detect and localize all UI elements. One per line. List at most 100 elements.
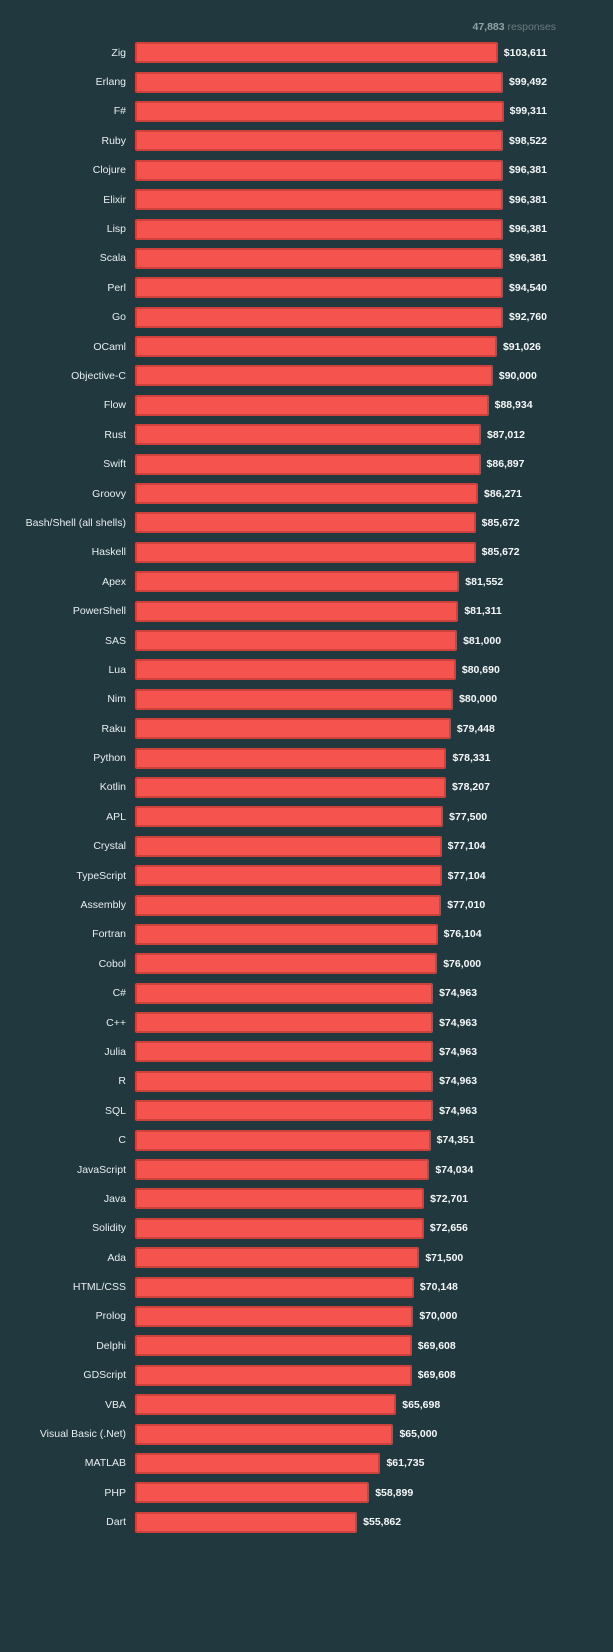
bar[interactable] — [135, 659, 456, 681]
bar-row: Python $78,331 — [0, 743, 613, 772]
bar[interactable] — [135, 1100, 434, 1122]
bar[interactable] — [135, 982, 434, 1004]
bar[interactable] — [135, 1305, 414, 1327]
bar[interactable] — [135, 865, 442, 887]
category-label: Kotlin — [99, 781, 126, 794]
bar[interactable] — [135, 806, 444, 828]
bar[interactable] — [135, 718, 451, 740]
bar-row: VBA $65,698 — [0, 1390, 613, 1419]
bar[interactable] — [135, 1423, 394, 1445]
value-label: $69,608 — [417, 1339, 456, 1352]
bar[interactable] — [135, 630, 458, 651]
bar[interactable] — [135, 100, 504, 122]
category-label: Julia — [104, 1045, 126, 1058]
bar[interactable] — [135, 894, 442, 916]
bar[interactable] — [135, 218, 504, 240]
bar-track: $92,760 — [135, 306, 547, 328]
bar[interactable] — [135, 688, 454, 710]
category-label: SQL — [104, 1104, 126, 1117]
bar-track: $74,963 — [135, 1100, 547, 1122]
bar[interactable] — [135, 453, 481, 475]
bar[interactable] — [135, 1041, 434, 1063]
bar-track: $85,672 — [135, 512, 547, 534]
bar-row: Assembly $77,010 — [0, 890, 613, 919]
value-label: $77,104 — [447, 840, 486, 853]
value-label: $78,331 — [452, 752, 491, 765]
bar-row: Delphi $69,608 — [0, 1331, 613, 1360]
category-label: Dart — [106, 1516, 126, 1529]
bar-row: Scala $96,381 — [0, 244, 613, 273]
value-label: $76,000 — [443, 957, 482, 970]
bar[interactable] — [135, 923, 438, 945]
bar-track: $96,381 — [135, 159, 547, 181]
bar[interactable] — [135, 1511, 358, 1533]
bar-track: $61,735 — [135, 1452, 547, 1474]
bar-track: $77,104 — [135, 865, 547, 887]
category-label: Perl — [107, 281, 126, 294]
bar-track: $96,381 — [135, 218, 547, 240]
value-label: $86,271 — [484, 487, 522, 500]
bar[interactable] — [135, 130, 504, 152]
salary-bar-chart: 47,883 responses Zig $103,611 Erlang $99,49… — [0, 21, 613, 1533]
bar[interactable] — [135, 1070, 434, 1092]
value-label: $81,552 — [465, 575, 504, 588]
value-label: $96,381 — [509, 164, 547, 177]
bar[interactable] — [135, 512, 476, 534]
bar[interactable] — [135, 1335, 412, 1357]
value-label: $65,000 — [399, 1428, 438, 1441]
bar[interactable] — [135, 306, 504, 328]
bar[interactable] — [135, 71, 504, 93]
bar[interactable] — [135, 483, 479, 505]
value-label: $79,448 — [456, 722, 495, 735]
bar[interactable] — [135, 1012, 434, 1034]
category-label: Java — [103, 1192, 126, 1205]
value-label: $74,963 — [439, 1104, 478, 1117]
bar[interactable] — [135, 835, 442, 857]
value-label: $74,963 — [439, 1016, 478, 1029]
bar[interactable] — [135, 1482, 370, 1504]
category-label: Python — [93, 752, 126, 765]
value-label: $70,000 — [419, 1310, 458, 1323]
bar-row: Java $72,701 — [0, 1184, 613, 1213]
bar[interactable] — [135, 600, 459, 622]
value-label: $87,012 — [486, 428, 525, 441]
bar-row: OCaml $91,026 — [0, 332, 613, 361]
bar[interactable] — [135, 571, 460, 593]
bar[interactable] — [135, 277, 504, 299]
bar[interactable] — [135, 1452, 381, 1474]
bar[interactable] — [135, 247, 504, 269]
bar[interactable] — [135, 1394, 397, 1416]
bar[interactable] — [135, 1364, 412, 1386]
bar[interactable] — [135, 1188, 425, 1210]
category-label: Crystal — [93, 840, 126, 853]
bar-track: $74,963 — [135, 1041, 547, 1063]
bar[interactable] — [135, 1276, 414, 1298]
bar[interactable] — [135, 189, 504, 211]
bar-track: $80,000 — [135, 688, 547, 710]
bar[interactable] — [135, 776, 446, 798]
bar[interactable] — [135, 1247, 420, 1269]
value-label: $74,034 — [435, 1163, 474, 1176]
bar-track: $70,000 — [135, 1305, 547, 1327]
bar[interactable] — [135, 747, 447, 769]
bar[interactable] — [135, 336, 497, 358]
bar-track: $98,522 — [135, 130, 547, 152]
bar[interactable] — [135, 159, 504, 181]
bar[interactable] — [135, 1129, 431, 1151]
bar[interactable] — [135, 424, 481, 446]
bar-row: Raku $79,448 — [0, 714, 613, 743]
category-label: Solidity — [92, 1222, 126, 1235]
value-label: $92,760 — [509, 311, 547, 324]
bar[interactable] — [135, 394, 489, 416]
bar-row: SAS $81,000 — [0, 626, 613, 655]
bar[interactable] — [135, 1159, 430, 1181]
value-label: $71,500 — [425, 1251, 464, 1264]
bar[interactable] — [135, 953, 438, 975]
category-label: Clojure — [92, 164, 126, 177]
bar[interactable] — [135, 1217, 424, 1239]
bar-track: $65,000 — [135, 1423, 547, 1445]
bar[interactable] — [135, 42, 498, 64]
bar[interactable] — [135, 541, 476, 563]
bar-row: Kotlin $78,207 — [0, 773, 613, 802]
bar[interactable] — [135, 365, 493, 387]
